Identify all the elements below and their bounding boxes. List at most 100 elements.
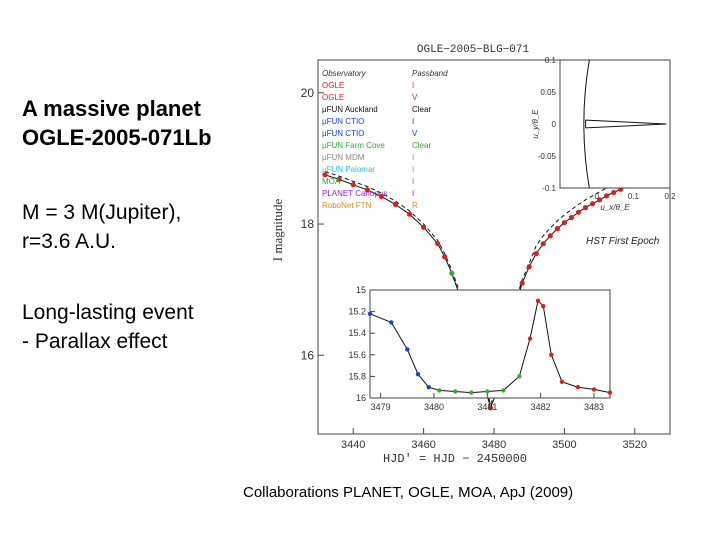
inset-data-point (501, 388, 506, 393)
legend-entry-passband: I (412, 165, 414, 174)
inset-data-point (367, 311, 373, 316)
legend-entry-observatory: μFUN Farm Cove (322, 141, 385, 150)
inset-y-tick-label: 15.6 (348, 350, 366, 360)
legend-entry-passband: R (412, 201, 418, 210)
data-point (590, 201, 596, 207)
data-point (406, 211, 413, 217)
data-point (554, 226, 560, 232)
credit-line: Collaborations PLANET, OGLE, MOA, ApJ (2… (243, 484, 574, 501)
x-tick-label: 3480 (482, 439, 506, 451)
event-text: Long-lasting event - Parallax effect (22, 298, 194, 356)
caustic-x-axis-label: u_x/θ_E (600, 203, 630, 212)
data-point (568, 214, 574, 221)
caustic-trajectory (583, 59, 590, 189)
data-point (526, 264, 532, 270)
data-point (392, 201, 398, 207)
legend-entry-passband: Clear (412, 141, 431, 150)
inset-data-point (575, 385, 581, 390)
y-tick-label: 20 (301, 86, 315, 100)
hst-annotation: HST First Epoch (586, 236, 660, 247)
inset-data-point (607, 390, 613, 395)
legend-entry-passband: I (412, 81, 414, 90)
x-axis-label: HJD' = HJD − 2450000 (383, 452, 527, 466)
x-tick-label: 3460 (411, 439, 435, 451)
y-axis-label: I magnitude (270, 199, 285, 262)
inset-data-point (437, 388, 442, 393)
slide-title: A massive planet OGLE-2005-071Lb (22, 94, 212, 152)
event-line-2: - Parallax effect (22, 330, 168, 353)
inset-data-point (527, 336, 533, 341)
caustic-shape (585, 119, 667, 129)
legend-header-passband: Passband (412, 69, 448, 78)
data-point (487, 405, 494, 411)
caustic-x-tick-label: 0.1 (628, 192, 640, 201)
inset-x-tick-label: 3479 (371, 402, 391, 412)
legend-entry-observatory: μFUN Palomar (322, 165, 375, 174)
legend-entry-observatory: μFUN CTIO (322, 117, 364, 126)
inset-data-point (541, 304, 546, 309)
inset-plot: 3479 3480 3481 3482 3483 15 15.2 15.4 15.6 15.8 16 (348, 285, 613, 412)
y-tick-label: 18 (301, 217, 315, 231)
inset-data-point (485, 389, 490, 394)
caustic-y-tick-label: 0.05 (540, 88, 556, 97)
caustic-y-tick-label: -0.1 (542, 184, 556, 193)
event-line-1: Long-lasting event (22, 301, 194, 324)
y-tick-label: 16 (301, 348, 315, 362)
inset-data-point (405, 347, 410, 352)
caustic-x-tick-label: 0 (594, 192, 599, 201)
legend-entry-observatory: PLANET Canopus (322, 189, 387, 198)
caustic-y-axis-label: u_y/θ_E (531, 109, 540, 139)
legend-entry-passband: I (412, 189, 414, 198)
inset-data-point (389, 320, 394, 325)
mass-line-1: M = 3 M(Jupiter), (22, 201, 182, 224)
data-point (449, 270, 455, 276)
inset-x-tick-label: 3483 (584, 402, 604, 412)
data-point (378, 193, 384, 200)
inset-y-tick-label: 16 (356, 393, 366, 403)
legend-entry-observatory: MOA (322, 177, 341, 186)
inset-data-point (559, 379, 565, 384)
legend-entry-observatory: RoboNet FTN (322, 201, 372, 210)
mass-line-2: r=3.6 A.U. (22, 230, 116, 253)
legend-header-observatory: Observatory (322, 69, 367, 78)
inset-y-tick-label: 15 (356, 285, 366, 295)
data-point (604, 193, 610, 199)
data-point (336, 176, 342, 182)
inset-y-tick-label: 15.2 (348, 307, 366, 317)
light-curve-figure: OGLE−2005−BLG−071 3440 3460 3480 3500 3520 16… (270, 44, 676, 466)
inset-data-point (591, 387, 597, 392)
inset-y-tick-label: 15.4 (348, 328, 366, 338)
caustic-y-tick-label: -0.05 (538, 152, 557, 161)
legend-entry-observatory: μFUN Auckland (322, 105, 378, 114)
data-point (435, 241, 441, 247)
data-point (561, 220, 567, 226)
mass-text: M = 3 M(Jupiter), r=3.6 A.U. (22, 198, 181, 256)
inset-x-tick-label: 3482 (531, 402, 551, 412)
inset-data-point (517, 374, 522, 379)
title-line-1: A massive planet (22, 96, 201, 121)
inset-x-tick-label: 3481 (477, 402, 497, 412)
legend-entry-passband: V (412, 93, 418, 102)
data-point (575, 209, 582, 215)
inset-y-tick-label: 15.8 (348, 371, 366, 381)
legend-entry-passband: V (412, 129, 418, 138)
caustic-y-tick-label: 0.1 (545, 56, 557, 65)
legend-entry-observatory: μFUN CTIO (322, 129, 364, 138)
inset-data-point (469, 390, 474, 395)
legend-entry-observatory: OGLE (322, 81, 344, 90)
legend-entry-observatory: OGLE (322, 93, 344, 102)
data-point (421, 224, 427, 230)
inset-data-point (415, 372, 421, 377)
data-point (547, 233, 553, 239)
inset-data-point (426, 385, 431, 390)
x-tick-label: 3440 (341, 439, 365, 451)
caustic-plot: 0 0.1 0.2 0.1 0.05 0 -0.05 -0.1 u_x/θ_E u_y/θ_E (531, 56, 676, 212)
data-point (322, 172, 328, 178)
data-point (364, 187, 370, 193)
data-point (442, 254, 448, 260)
inset-data-point (453, 389, 458, 394)
x-tick-label: 3500 (552, 439, 576, 451)
data-point (519, 280, 525, 286)
inset-data-point (535, 298, 541, 303)
